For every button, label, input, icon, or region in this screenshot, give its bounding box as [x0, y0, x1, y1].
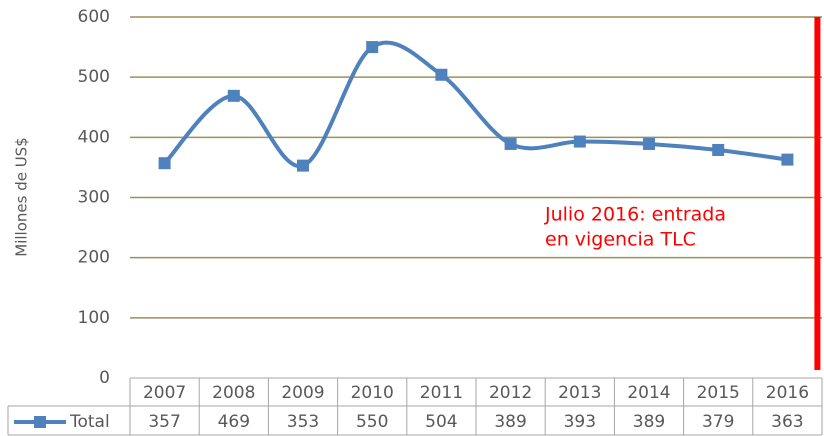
table-value: 353 [287, 412, 319, 432]
marker [366, 41, 379, 54]
y-tick-label: 0 [99, 368, 110, 388]
table-value: 504 [425, 412, 457, 432]
x-tick-label: 2009 [281, 383, 324, 403]
annotation-text: en vigencia TLC [545, 229, 696, 251]
marker [712, 143, 725, 156]
x-tick-label: 2015 [697, 383, 740, 403]
x-tick-label: 2010 [351, 383, 394, 403]
y-tick-label: 500 [78, 67, 110, 87]
table-value: 379 [702, 412, 734, 432]
y-tick-label: 300 [78, 188, 110, 208]
x-tick-label: 2011 [420, 383, 463, 403]
marker [435, 68, 448, 81]
table-value: 469 [218, 412, 250, 432]
table-value: 363 [771, 412, 803, 432]
marker [573, 135, 586, 148]
y-tick-label: 100 [78, 308, 110, 328]
x-tick-label: 2008 [212, 383, 255, 403]
annotation-text: Julio 2016: entrada [544, 204, 726, 226]
marker [227, 89, 240, 102]
marker [158, 157, 171, 170]
y-tick-label: 600 [78, 7, 110, 27]
marker [643, 137, 655, 150]
x-tick-label: 2016 [766, 383, 809, 403]
y-tick-label: 200 [78, 248, 110, 268]
x-tick-label: 2007 [143, 383, 186, 403]
marker [504, 137, 517, 150]
marker [781, 153, 794, 166]
x-tick-label: 2013 [558, 383, 601, 403]
y-tick-label: 400 [78, 127, 110, 147]
x-tick-label: 2014 [627, 383, 670, 403]
legend-marker [34, 416, 46, 428]
table-value: 550 [356, 412, 388, 432]
table-value: 389 [494, 412, 526, 432]
series-line [163, 40, 788, 168]
y-axis-label: Millones de US$ [13, 137, 31, 257]
table-value: 389 [633, 412, 665, 432]
table-value: 393 [564, 412, 596, 432]
table-value: 357 [148, 412, 180, 432]
legend-label: Total [69, 412, 110, 432]
x-tick-label: 2012 [489, 383, 532, 403]
marker [297, 159, 309, 172]
